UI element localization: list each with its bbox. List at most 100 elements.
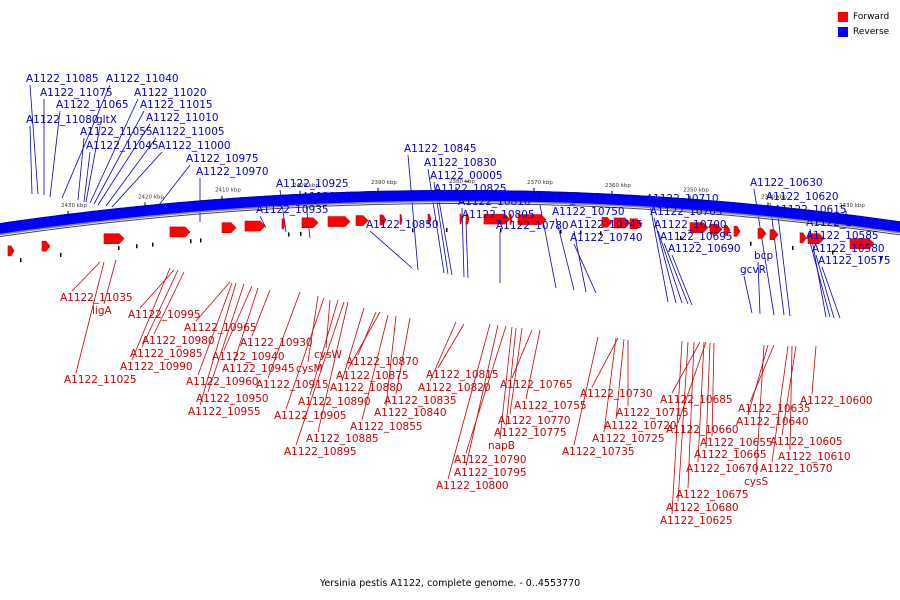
genome-caption: Yersinia pestis A1122, complete genome. … — [319, 578, 581, 589]
track-edge — [0, 189, 900, 225]
forward-gene-label: A1122_10790 — [454, 454, 527, 466]
forward-gene-label: A1122_10905 — [274, 410, 347, 422]
gene-marker — [750, 241, 752, 246]
forward-gene-arrow — [517, 214, 547, 225]
forward-connector — [341, 307, 365, 382]
reverse-gene-label: A1122_10745 — [570, 219, 643, 231]
gene-marker — [288, 232, 290, 237]
reverse-gene-label: A1122_10975 — [186, 153, 259, 165]
reverse-gene-label: A1122_10970 — [196, 166, 269, 178]
reverse-gene-label: A1122_10740 — [570, 232, 643, 244]
forward-connector — [233, 287, 259, 363]
forward-gene-arrow — [613, 217, 631, 229]
reverse-connector — [653, 217, 677, 304]
forward-connector — [771, 345, 789, 463]
forward-gene-label: A1122_10660 — [666, 424, 739, 436]
scale-tick-label: 2350 kbp — [683, 188, 709, 194]
gene-marker — [300, 231, 302, 236]
forward-gene-label: cysW — [314, 349, 342, 361]
gene-marker — [152, 242, 154, 247]
gene-marker — [412, 228, 414, 233]
reverse-connector — [77, 137, 85, 201]
gene-marker — [190, 239, 192, 244]
forward-gene-arrow — [709, 223, 723, 235]
forward-connector — [325, 299, 331, 349]
forward-connector — [437, 323, 465, 369]
reverse-gene-label: A1122_10805 — [462, 209, 535, 221]
forward-gene-label: ligA — [92, 305, 112, 317]
reverse-connector — [657, 230, 683, 304]
reverse-gene-label: A1122_10845 — [404, 143, 477, 155]
forward-gene-arrow — [757, 228, 767, 239]
forward-connector — [747, 344, 769, 416]
forward-gene-arrow — [427, 213, 432, 225]
forward-gene-label: A1122_10635 — [738, 403, 811, 415]
reverse-connector — [555, 217, 575, 291]
forward-gene-label: A1122_11025 — [64, 374, 137, 386]
reverse-gene-label: gltX — [96, 114, 117, 126]
forward-gene-label: napB — [488, 440, 515, 452]
forward-gene-label: A1122_10840 — [374, 407, 447, 419]
gene-marker — [118, 246, 120, 251]
forward-connector — [75, 261, 105, 374]
forward-gene-label: A1122_10765 — [500, 379, 573, 391]
forward-gene-label: A1122_10890 — [298, 396, 371, 408]
forward-connector — [781, 345, 797, 436]
forward-gene-arrow — [244, 220, 266, 232]
forward-connector — [103, 259, 117, 305]
reverse-gene-label: A1122_11005 — [152, 126, 225, 138]
forward-gene-label: A1122_10730 — [580, 388, 653, 400]
forward-connector — [347, 311, 381, 370]
forward-gene-arrow — [399, 214, 403, 225]
reverse-connector — [461, 207, 465, 278]
reverse-gene-label: A1122_11045 — [86, 140, 159, 152]
forward-connector — [141, 269, 179, 348]
forward-gene-arrow — [769, 229, 779, 240]
forward-connector — [687, 341, 695, 489]
genome-track — [0, 189, 900, 238]
forward-gene-arrow — [169, 226, 191, 238]
forward-gene-label: A1122_10815 — [426, 369, 499, 381]
reverse-gene-label: A1122_10760 — [536, 193, 609, 205]
reverse-connector — [649, 204, 669, 303]
forward-connector — [499, 326, 513, 440]
forward-connector — [505, 327, 517, 427]
reverse-gene-label: A1122_10620 — [766, 191, 839, 203]
gene-arrows — [7, 213, 882, 263]
forward-gene-label: A1122_10895 — [284, 446, 357, 458]
forward-gene-label: A1122_10875 — [336, 370, 409, 382]
forward-gene-arrow — [807, 233, 825, 244]
forward-connector — [603, 337, 617, 433]
scale-tick-label: 2340 kbp — [761, 194, 787, 200]
forward-gene-arrow — [327, 216, 351, 227]
forward-gene-arrow — [849, 238, 875, 249]
reverse-gene-label: gcvR — [740, 264, 766, 276]
forward-gene-label: A1122_10605 — [770, 436, 843, 448]
reverse-connector — [777, 215, 791, 317]
reverse-gene-label: A1122_10695 — [660, 231, 733, 243]
reverse-gene-label: A1122_10580 — [812, 243, 885, 255]
forward-connector — [295, 301, 345, 446]
forward-gene-arrow — [221, 222, 237, 233]
reverse-gene-label: A1122_10700 — [654, 219, 727, 231]
forward-gene-arrow — [281, 218, 286, 230]
scale-tick-label: 2430 kbp — [61, 203, 87, 209]
forward-gene-label: A1122_10940 — [212, 351, 285, 363]
forward-gene-arrow — [629, 218, 643, 230]
reverse-connector — [97, 123, 151, 206]
forward-connector — [671, 340, 683, 515]
forward-connector — [811, 345, 817, 395]
gene-marker — [832, 250, 834, 255]
forward-swatch — [838, 11, 848, 22]
scale-tick-label: 2370 kbp — [527, 180, 553, 186]
forward-gene-arrow — [601, 217, 613, 228]
reverse-gene-label: A1122_11080 — [26, 114, 99, 126]
forward-connector — [153, 271, 185, 335]
forward-connector — [697, 341, 705, 463]
legend-item-reverse: Reverse — [838, 24, 889, 39]
reverse-connector — [427, 168, 445, 274]
reverse-gene-label: A1122_10780 — [496, 220, 569, 232]
reverse-connector — [93, 110, 145, 205]
forward-connector — [223, 285, 253, 351]
reverse-connector — [111, 151, 163, 208]
